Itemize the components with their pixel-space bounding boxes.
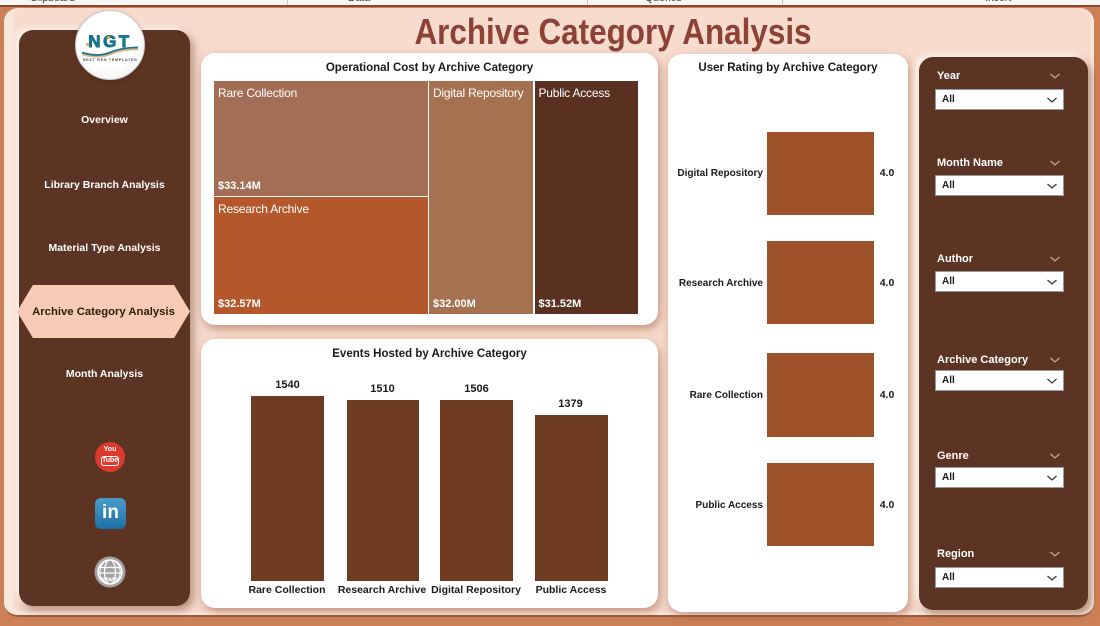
svg-text:www: www	[100, 575, 119, 584]
